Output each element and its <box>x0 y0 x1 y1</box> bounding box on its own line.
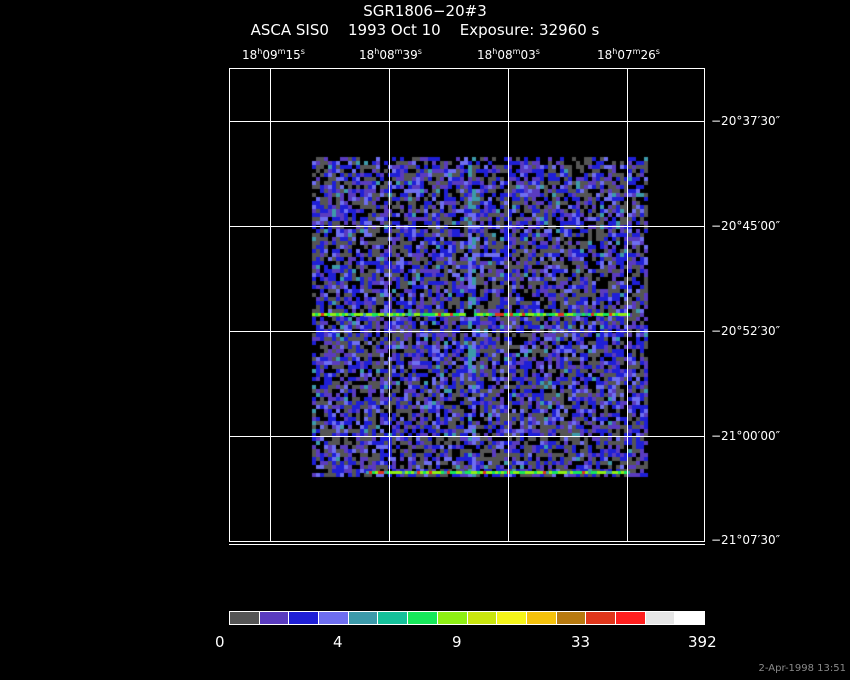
colorbar-label: 0 <box>215 633 225 651</box>
colorbar-segment <box>289 612 320 624</box>
colorbar-segment <box>230 612 260 624</box>
colorbar-label: 392 <box>688 633 717 651</box>
dec-gridline <box>230 121 704 122</box>
frame-bottom-rule <box>229 544 705 545</box>
colorbar-segment <box>675 612 704 624</box>
dec-gridline <box>230 226 704 227</box>
dec-tick-label: −20°52′30″ <box>711 324 781 338</box>
observation-info: ASCA SIS0 1993 Oct 10 Exposure: 32960 s <box>250 21 600 39</box>
dec-gridline <box>230 331 704 332</box>
colorbar-segment <box>526 612 557 624</box>
dec-tick-label: −20°37′30″ <box>711 114 781 128</box>
colorbar-segment <box>259 612 290 624</box>
colorbar-label: 33 <box>571 633 591 651</box>
ra-gridline <box>389 69 390 541</box>
dec-tick-label: −21°00′00″ <box>711 429 781 443</box>
colorbar-segment <box>645 612 676 624</box>
image-frame <box>229 68 705 542</box>
dec-gridline <box>230 436 704 437</box>
dec-tick-label: −21°07′30″ <box>711 533 781 547</box>
colorbar-segment <box>615 612 646 624</box>
ra-gridline <box>508 69 509 541</box>
colorbar-label: 9 <box>452 633 462 651</box>
dec-tick-label: −20°45′00″ <box>711 219 781 233</box>
colorbar-segment <box>348 612 379 624</box>
colorbar-segment <box>556 612 587 624</box>
ra-tick-label: 18h08m39s <box>359 47 422 62</box>
ra-tick-label: 18h08m03s <box>477 47 540 62</box>
xray-image <box>230 69 704 541</box>
colorbar-label: 4 <box>333 633 343 651</box>
colorbar-segment <box>467 612 498 624</box>
colorbar-segment <box>497 612 527 624</box>
colorbar-segment <box>437 612 468 624</box>
ra-tick-label: 18h07m26s <box>597 47 660 62</box>
ra-gridline <box>270 69 271 541</box>
plot-timestamp: 2-Apr-1998 13:51 <box>758 663 846 674</box>
colorbar-segment <box>408 612 438 624</box>
ra-gridline <box>627 69 628 541</box>
object-title: SGR1806−20#3 <box>363 2 487 20</box>
colorbar-segment <box>378 612 409 624</box>
colorbar-segment <box>319 612 349 624</box>
colorbar-segment <box>586 612 616 624</box>
ra-tick-label: 18h09m15s <box>242 47 305 62</box>
colorbar <box>229 611 705 625</box>
